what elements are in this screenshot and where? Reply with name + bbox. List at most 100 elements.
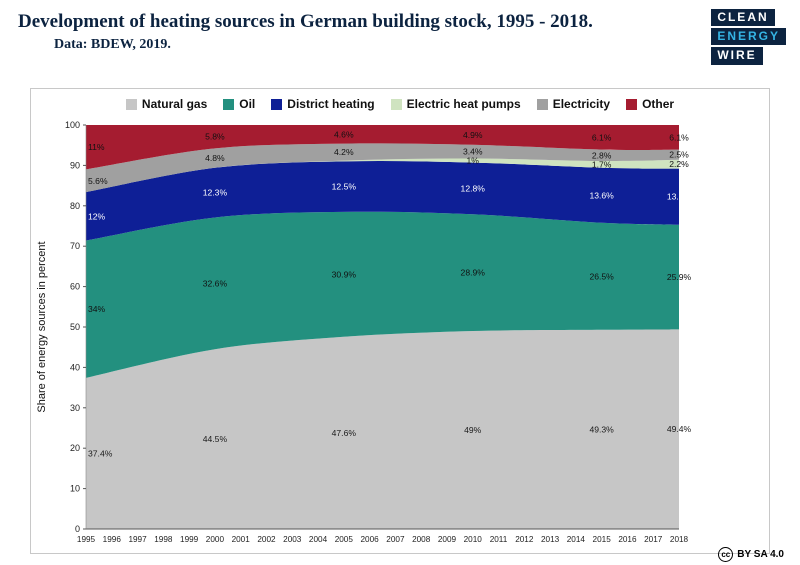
data-label-district-heating: 12.8% [461, 183, 486, 193]
data-label-natural-gas: 49% [464, 425, 482, 435]
area-natural-gas [86, 329, 679, 529]
legend-item-district-heating: District heating [271, 97, 375, 111]
area-electric-heat-pumps [86, 158, 679, 193]
x-tick-label: 2005 [335, 535, 354, 544]
data-label-oil: 26.5% [589, 271, 614, 281]
data-label-electricity: 2.5% [669, 150, 689, 160]
legend-label: Natural gas [141, 97, 208, 111]
chart-legend: Natural gas Oil District heating Electric h… [31, 93, 769, 115]
legend-label: Other [642, 97, 675, 111]
legend-item-other: Other [626, 97, 674, 111]
x-tick-label: 2015 [593, 535, 612, 544]
y-tick-label: 80 [70, 201, 80, 211]
y-axis-title: Share of energy sources in percent [36, 241, 48, 412]
x-tick-label: 2011 [490, 535, 508, 544]
data-label-electric-heat-pumps: 2.2% [669, 159, 689, 169]
data-label-district-heating: 13.9% [667, 192, 692, 202]
legend-item-electric-heat-pumps: Electric heat pumps [390, 97, 521, 111]
legend-item-oil: Oil [223, 97, 255, 111]
data-label-natural-gas: 37.4% [88, 448, 113, 458]
x-tick-label: 2000 [206, 535, 225, 544]
legend-label: Oil [239, 97, 256, 111]
data-label-other: 4.6% [334, 129, 354, 139]
data-label-electric-heat-pumps: 1.7% [592, 159, 612, 169]
data-label-district-heating: 12.5% [332, 182, 357, 192]
data-source-note: Data: BDEW, 2019. [54, 36, 171, 52]
y-tick-label: 40 [70, 362, 80, 372]
logo-line-clean: CLEAN [711, 9, 775, 27]
x-tick-label: 2002 [257, 535, 276, 544]
data-label-other: 4.9% [463, 130, 483, 140]
x-tick-label: 2009 [438, 535, 457, 544]
data-label-electric-heat-pumps: 1% [467, 156, 480, 166]
y-tick-label: 20 [70, 443, 80, 453]
legend-swatch-icon [271, 98, 283, 110]
x-tick-label: 2001 [232, 535, 251, 544]
data-label-other: 6.1% [669, 132, 689, 142]
x-tick-label: 1995 [77, 535, 96, 544]
creative-commons-icon: cc [718, 547, 734, 562]
x-tick-label: 2007 [386, 535, 405, 544]
data-label-oil: 28.9% [461, 268, 486, 278]
data-label-electricity: 4.8% [205, 153, 225, 163]
x-tick-label: 2010 [464, 535, 483, 544]
data-label-natural-gas: 47.6% [332, 428, 357, 438]
area-other [86, 125, 679, 170]
data-label-oil: 32.6% [203, 278, 228, 288]
logo-line-energy: ENERGY [711, 28, 786, 46]
legend-item-natural-gas: Natural gas [125, 97, 208, 111]
data-label-district-heating: 13.6% [589, 190, 614, 200]
x-tick-label: 2013 [541, 535, 560, 544]
data-label-natural-gas: 49.4% [667, 424, 692, 434]
x-tick-label: 2016 [618, 535, 637, 544]
legend-swatch-icon [223, 98, 235, 110]
data-label-electricity: 5.6% [88, 176, 108, 186]
clean-energy-wire-logo: CLEAN ENERGY WIRE [711, 9, 786, 65]
legend-item-electricity: Electricity [536, 97, 611, 111]
y-tick-label: 100 [65, 120, 80, 130]
legend-swatch-icon [626, 98, 638, 110]
data-label-district-heating: 12% [88, 211, 106, 221]
license-badge: cc BY SA 4.0 [718, 547, 784, 562]
data-label-district-heating: 12.3% [203, 188, 228, 198]
x-tick-label: 1996 [103, 535, 122, 544]
y-tick-label: 10 [70, 484, 80, 494]
area-electricity [86, 143, 679, 193]
data-label-electricity: 2.8% [592, 150, 612, 160]
x-tick-label: 2017 [644, 535, 663, 544]
y-tick-label: 30 [70, 403, 80, 413]
data-label-electricity: 3.4% [463, 147, 483, 157]
page-title: Development of heating sources in German… [18, 11, 593, 32]
x-tick-label: 2003 [283, 535, 302, 544]
data-label-natural-gas: 44.5% [203, 434, 228, 444]
chart-header: Development of heating sources in German… [18, 10, 700, 53]
y-tick-label: 60 [70, 282, 80, 292]
y-tick-label: 50 [70, 322, 80, 332]
data-label-natural-gas: 49.3% [589, 424, 614, 434]
x-tick-label: 1998 [154, 535, 173, 544]
x-tick-label: 2006 [360, 535, 379, 544]
x-tick-label: 2014 [567, 535, 586, 544]
legend-label: Electricity [552, 97, 611, 111]
x-tick-label: 2004 [309, 535, 328, 544]
legend-label: District heating [287, 97, 375, 111]
chart-container: Natural gas Oil District heating Electric h… [30, 88, 770, 554]
y-tick-label: 0 [75, 524, 80, 534]
area-oil [86, 211, 679, 378]
x-tick-label: 1999 [180, 535, 199, 544]
data-label-electricity: 4.2% [334, 147, 354, 157]
x-tick-label: 2012 [515, 535, 534, 544]
area-district-heating [86, 161, 679, 241]
stacked-area-chart: 0 10 20 30 40 50 60 70 80 90 100 1995 1996 1997 1998 19… [36, 120, 692, 544]
data-label-other: 11% [88, 142, 105, 152]
legend-label: Electric heat pumps [406, 97, 521, 111]
x-tick-label: 2008 [412, 535, 431, 544]
x-tick-label: 2018 [670, 535, 689, 544]
y-tick-label: 70 [70, 241, 80, 251]
data-label-oil: 34% [88, 304, 106, 314]
x-tick-label: 1997 [128, 535, 147, 544]
y-tick-label: 90 [70, 160, 80, 170]
legend-swatch-icon [125, 98, 137, 110]
license-text: BY SA 4.0 [737, 549, 784, 560]
data-label-other: 6.1% [592, 132, 612, 142]
